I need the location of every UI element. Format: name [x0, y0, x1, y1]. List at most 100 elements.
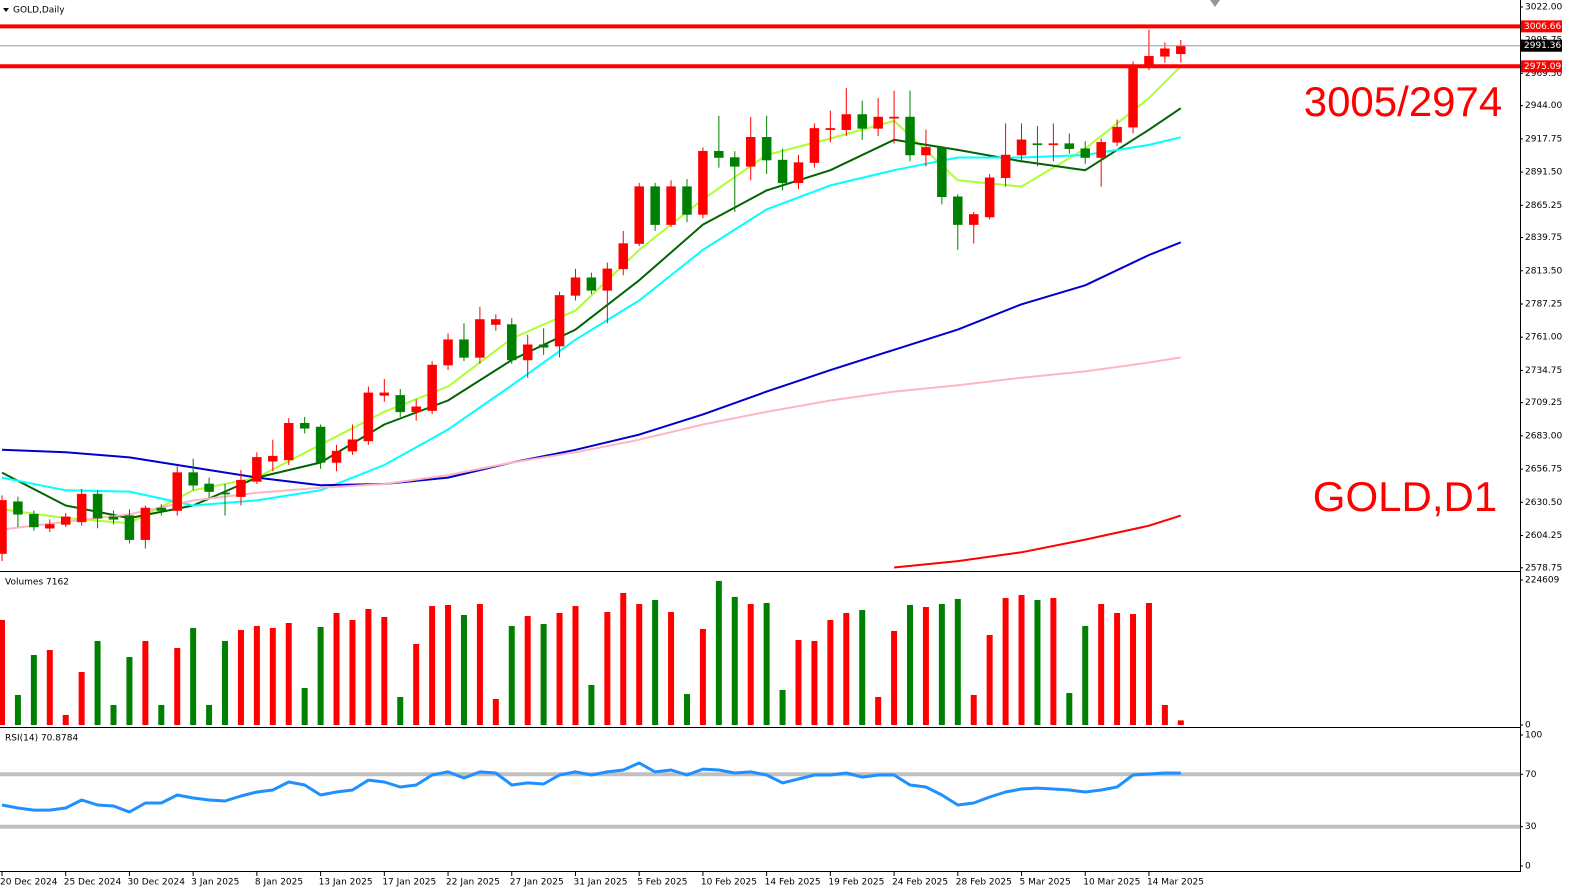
volume-bar [445, 604, 452, 725]
volume-bar [413, 643, 420, 725]
level-label: 3006.66 [1524, 22, 1561, 32]
candle-body [140, 507, 151, 540]
y-tick-label: 100 [1525, 731, 1542, 741]
volume-bar [668, 612, 675, 725]
volume-bar [1002, 598, 1009, 725]
candle-body [1032, 143, 1043, 146]
volume-bar [1177, 720, 1184, 725]
volume-bar [699, 629, 706, 725]
candle-body [602, 268, 613, 291]
y-tick-label: 2813.50 [1525, 266, 1562, 276]
x-tick-label: 14 Mar 2025 [1147, 878, 1204, 888]
y-tick-label: 70 [1525, 770, 1537, 780]
volume-bar [14, 694, 21, 725]
volume-bar [190, 627, 197, 725]
volume-bar [237, 629, 244, 725]
y-tick-label: 2656.75 [1525, 465, 1562, 475]
candle-body [92, 493, 103, 519]
candle-body [937, 147, 947, 197]
candle-body [0, 500, 7, 554]
volume-bar [715, 580, 722, 725]
candle-body [172, 472, 182, 511]
volume-bar [938, 604, 945, 725]
volume-bar [46, 649, 53, 725]
volume-bar [222, 641, 229, 725]
y-tick-label: 2630.50 [1525, 498, 1562, 508]
x-tick-label: 22 Jan 2025 [446, 878, 500, 888]
candle-body [331, 450, 342, 463]
candle-body [554, 295, 565, 347]
annotation: GOLD,D1 [1313, 473, 1497, 520]
volume-bar [174, 647, 181, 725]
volume-bar [110, 704, 117, 725]
volume-bar [1145, 602, 1152, 725]
level-label: 2991.36 [1524, 41, 1561, 51]
candle-body [793, 162, 804, 184]
moving-average [894, 514, 1182, 569]
candle-body [761, 137, 772, 161]
pane-title: RSI(14) 70.8784 [5, 734, 78, 744]
volume-bar [365, 608, 372, 725]
candle-body [714, 150, 724, 158]
y-tick-label: 2944.00 [1525, 101, 1562, 111]
x-tick-label: 27 Jan 2025 [510, 878, 564, 888]
candle-body [570, 277, 581, 296]
candle-body [108, 516, 119, 520]
volume-bar [381, 616, 388, 725]
candle-body [204, 483, 214, 492]
candle-body [1176, 45, 1186, 55]
volume-bar [540, 624, 547, 725]
shift-marker [1210, 0, 1220, 7]
volume-bar [301, 688, 308, 725]
volume-bar [859, 610, 866, 725]
volume-bar [62, 714, 69, 725]
candle-body [411, 406, 421, 413]
volume-bar [508, 625, 515, 725]
candle-body [1112, 126, 1122, 143]
candle-body [507, 324, 517, 361]
y-tick-label: 2839.75 [1525, 233, 1562, 243]
candle-body [1144, 56, 1154, 66]
volume-bar [891, 631, 898, 725]
candle-body [777, 159, 788, 184]
volume-bar [731, 596, 738, 725]
menu-arrow[interactable] [3, 8, 9, 12]
volume-bar [779, 690, 786, 725]
x-tick-label: 30 Dec 2024 [127, 878, 185, 888]
moving-average [1, 241, 1182, 487]
y-tick-label: 2683.00 [1525, 431, 1562, 441]
rsi-line [1, 761, 1181, 814]
candle-body [13, 501, 23, 515]
candle-body [1096, 142, 1106, 158]
volume-bar [683, 694, 690, 725]
y-tick-label: 2709.25 [1525, 398, 1562, 408]
volume-bar [986, 635, 993, 725]
candle-body [889, 116, 899, 119]
y-tick-label: 2578.75 [1525, 563, 1562, 573]
candle-body [618, 243, 629, 270]
volume-bar [333, 612, 340, 725]
volume-bar [1161, 704, 1168, 725]
y-tick-label: 0 [1525, 721, 1531, 731]
volume-bar [620, 592, 627, 725]
volume-bar [30, 655, 37, 725]
volume-bar [492, 698, 499, 725]
candle-body [650, 186, 660, 225]
volume-bar [349, 620, 356, 725]
candle-body [984, 177, 995, 218]
x-tick-label: 5 Mar 2025 [1020, 878, 1071, 888]
level-label: 2975.09 [1524, 62, 1561, 72]
candle-body [825, 128, 836, 130]
y-tick-label: 2917.75 [1525, 134, 1562, 144]
y-tick-label: 2734.75 [1525, 366, 1562, 376]
volume-bar [907, 604, 914, 725]
candle-body [76, 493, 87, 523]
y-tick-label: 2761.00 [1525, 333, 1562, 343]
candle-body [220, 492, 230, 495]
volume-bar [317, 627, 324, 725]
candle-body [1128, 64, 1138, 128]
candle-body [698, 150, 708, 215]
volume-bar [397, 696, 404, 725]
candle-body [156, 507, 167, 511]
